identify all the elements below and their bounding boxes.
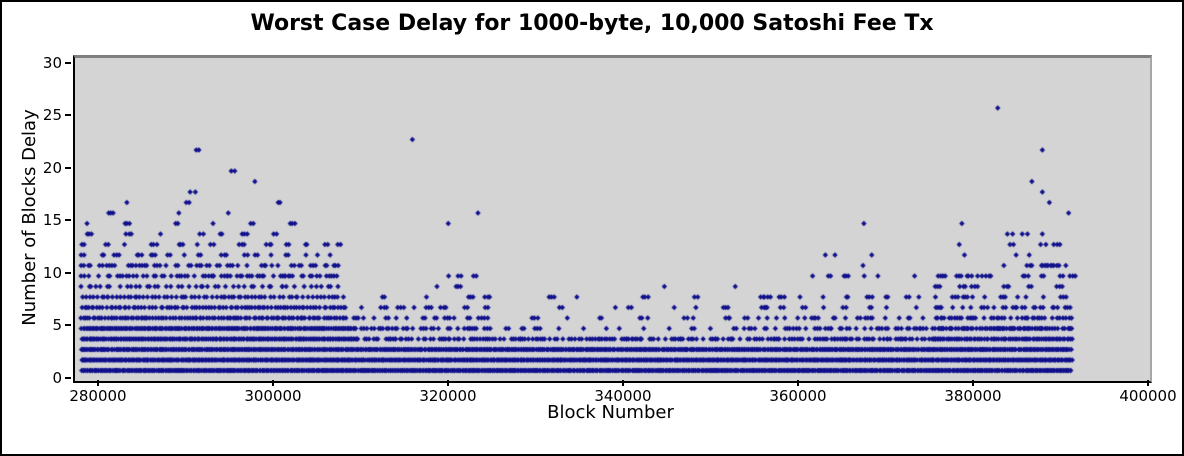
- y-tick-mark: [65, 271, 71, 274]
- y-tick-mark: [65, 166, 71, 169]
- x-tick-mark: [446, 380, 449, 386]
- x-tick-mark: [796, 380, 799, 386]
- y-tick-label: 0: [52, 369, 62, 387]
- y-tick-label: 25: [42, 106, 62, 125]
- x-tick-mark: [96, 380, 99, 386]
- x-tick-mark: [271, 380, 274, 386]
- y-tick-label: 10: [42, 263, 62, 282]
- y-tick-label: 5: [52, 316, 62, 335]
- scatter-canvas: [75, 58, 1150, 381]
- x-tick-label: 380000: [944, 387, 1002, 405]
- y-tick-mark: [65, 219, 71, 222]
- x-tick-label: 400000: [1119, 387, 1177, 405]
- plot-area: [73, 55, 1152, 383]
- x-tick-mark: [971, 380, 974, 386]
- x-tick-label: 280000: [69, 387, 127, 405]
- y-tick-mark: [65, 377, 71, 379]
- y-tick-mark: [65, 114, 71, 117]
- x-tick-label: 300000: [244, 387, 302, 405]
- x-tick-mark: [1147, 380, 1149, 386]
- y-tick-label: 30: [42, 53, 62, 72]
- chart-title: Worst Case Delay for 1000-byte, 10,000 S…: [250, 11, 934, 36]
- x-tick-mark: [621, 380, 624, 386]
- x-tick-label: 320000: [419, 387, 477, 405]
- x-axis-label: Block Number: [547, 402, 674, 423]
- y-tick-mark: [65, 324, 71, 327]
- y-tick-label: 15: [42, 211, 62, 230]
- y-tick-mark: [65, 61, 71, 64]
- x-tick-label: 340000: [594, 387, 652, 405]
- x-tick-label: 360000: [769, 387, 827, 405]
- y-tick-label: 20: [42, 158, 62, 177]
